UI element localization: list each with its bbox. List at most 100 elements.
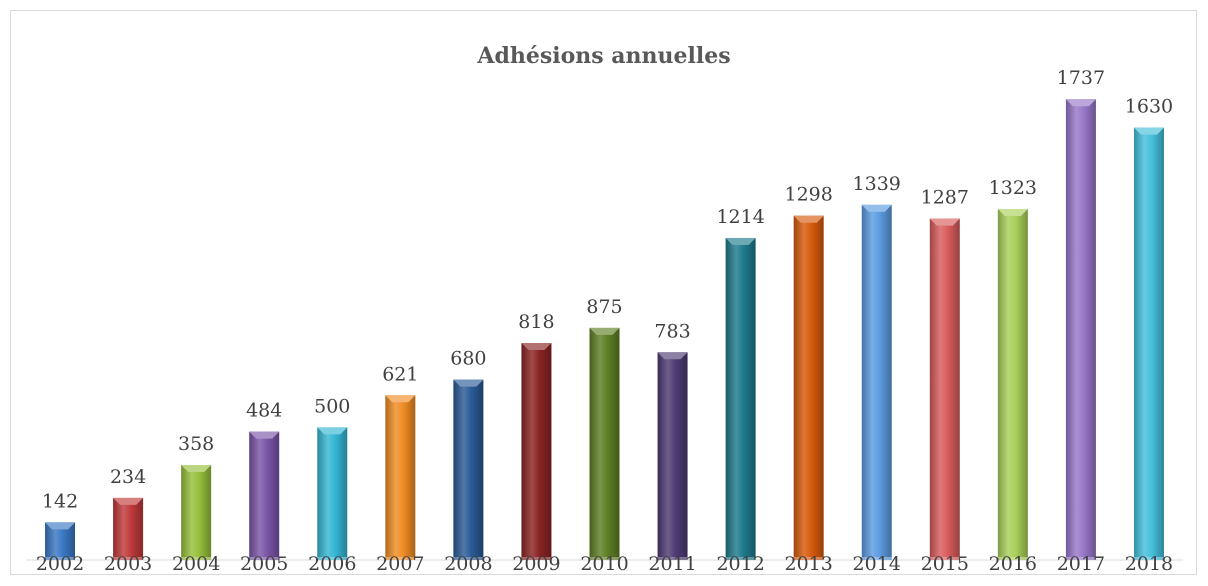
value-label-2009: 818 xyxy=(518,311,554,333)
bar-base-reflection xyxy=(113,557,144,560)
x-tick-2016: 2016 xyxy=(989,553,1037,575)
bar-body xyxy=(1133,127,1164,560)
value-label-2006: 500 xyxy=(314,395,350,417)
bar-2012 xyxy=(725,237,756,560)
x-tick-2003: 2003 xyxy=(104,553,152,575)
x-tick-2006: 2006 xyxy=(308,553,356,575)
bar-base-reflection xyxy=(793,557,824,560)
bar-cap xyxy=(725,237,756,245)
bar-2004 xyxy=(181,465,212,560)
bar-2011 xyxy=(657,352,688,560)
bar-cap xyxy=(657,352,688,360)
bar-body xyxy=(113,497,144,560)
bars-group xyxy=(45,99,1164,561)
value-label-2015: 1287 xyxy=(921,187,969,209)
bar-base-reflection xyxy=(997,557,1028,560)
value-label-2017: 1737 xyxy=(1057,67,1105,89)
bar-2002 xyxy=(45,522,76,560)
value-label-2018: 1630 xyxy=(1125,96,1173,118)
bar-body xyxy=(1065,99,1096,561)
x-tick-2005: 2005 xyxy=(240,553,288,575)
bar-cap xyxy=(793,215,824,223)
bar-body xyxy=(317,427,348,560)
x-tick-labels-group: 2002 2003 2004 2005 2006 2007 2008 2009 2010 2011… xyxy=(36,553,1173,575)
x-tick-2014: 2014 xyxy=(853,553,901,575)
bar-base-reflection xyxy=(249,557,280,560)
bar-body xyxy=(929,218,960,560)
bar-cap xyxy=(249,431,280,439)
bar-cap xyxy=(317,427,348,435)
bar-2009 xyxy=(521,343,552,560)
bar-base-reflection xyxy=(725,557,756,560)
x-tick-2017: 2017 xyxy=(1057,553,1105,575)
bar-base-reflection xyxy=(45,557,76,560)
value-labels-group: 142 234 358 484 500 621 680 818 875 783 1214 1298 13… xyxy=(42,67,1173,512)
value-label-2007: 621 xyxy=(382,363,418,385)
bar-2003 xyxy=(113,497,144,560)
x-tick-2008: 2008 xyxy=(444,553,492,575)
bar-body xyxy=(657,352,688,560)
bar-2008 xyxy=(453,379,484,560)
value-label-2010: 875 xyxy=(586,296,622,318)
chart-title: Adhésions annuelles xyxy=(476,43,730,69)
value-label-2014: 1339 xyxy=(853,173,901,195)
bar-body xyxy=(861,204,892,561)
bar-2013 xyxy=(793,215,824,560)
bar-base-reflection xyxy=(385,557,416,560)
bar-cap xyxy=(1065,99,1096,107)
bar-cap xyxy=(521,343,552,351)
bar-base-reflection xyxy=(929,557,960,560)
bar-body xyxy=(521,343,552,560)
value-label-2005: 484 xyxy=(246,400,282,422)
bar-cap xyxy=(453,379,484,387)
bar-body xyxy=(725,237,756,560)
value-label-2008: 680 xyxy=(450,348,486,370)
bar-body xyxy=(453,379,484,560)
bar-body xyxy=(249,431,280,560)
bar-base-reflection xyxy=(657,557,688,560)
bar-cap xyxy=(181,465,212,473)
bar-base-reflection xyxy=(1065,557,1096,560)
bar-base-reflection xyxy=(521,557,552,560)
bar-base-reflection xyxy=(181,557,212,560)
bar-2018 xyxy=(1133,127,1164,560)
value-label-2003: 234 xyxy=(110,466,146,488)
bar-base-reflection xyxy=(317,557,348,560)
x-tick-2018: 2018 xyxy=(1125,553,1173,575)
bar-2015 xyxy=(929,218,960,560)
x-tick-2010: 2010 xyxy=(580,553,628,575)
bar-cap xyxy=(589,327,620,335)
value-label-2004: 358 xyxy=(178,433,214,455)
x-tick-2011: 2011 xyxy=(648,553,696,575)
bar-cap xyxy=(997,209,1028,217)
x-tick-2007: 2007 xyxy=(376,553,424,575)
bar-base-reflection xyxy=(1133,557,1164,560)
x-tick-2013: 2013 xyxy=(784,553,832,575)
value-label-2012: 1214 xyxy=(716,206,764,228)
bar-base-reflection xyxy=(861,557,892,560)
bar-cap xyxy=(385,395,416,403)
bar-body xyxy=(997,209,1028,561)
value-label-2002: 142 xyxy=(42,490,78,512)
x-tick-2002: 2002 xyxy=(36,553,84,575)
bar-body xyxy=(181,465,212,560)
bar-2017 xyxy=(1065,99,1096,561)
bar-2014 xyxy=(861,204,892,561)
chart-svg: Adhésions annuelles 142 234 358 484 500 621 68… xyxy=(26,43,1183,575)
bar-2016 xyxy=(997,209,1028,561)
bar-cap xyxy=(929,218,960,226)
bar-body xyxy=(589,327,620,560)
bar-base-reflection xyxy=(453,557,484,560)
bar-2010 xyxy=(589,327,620,560)
bar-cap xyxy=(861,204,892,212)
value-label-2013: 1298 xyxy=(784,184,832,206)
x-tick-2015: 2015 xyxy=(921,553,969,575)
bar-2005 xyxy=(249,431,280,560)
value-label-2016: 1323 xyxy=(989,177,1037,199)
bar-cap xyxy=(45,522,76,530)
bar-2006 xyxy=(317,427,348,560)
x-tick-2009: 2009 xyxy=(512,553,560,575)
chart-frame: Adhésions annuelles 142 234 358 484 500 621 68… xyxy=(10,10,1197,575)
x-tick-2004: 2004 xyxy=(172,553,220,575)
bar-cap xyxy=(1133,127,1164,135)
